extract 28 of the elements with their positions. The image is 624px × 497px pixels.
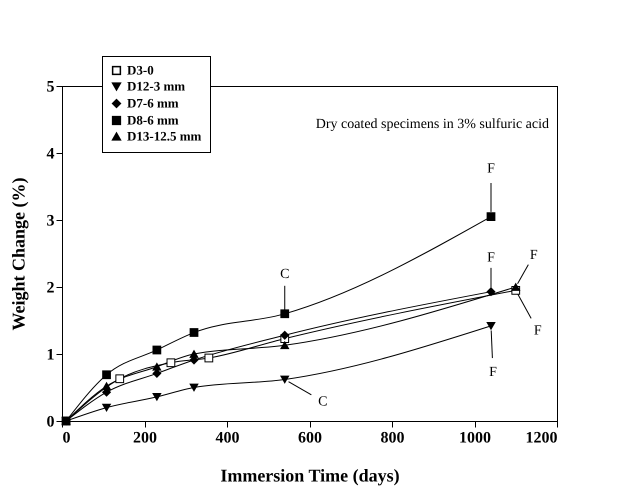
x-tick-label: 400 — [216, 430, 240, 446]
x-tick-label: 0 — [62, 430, 70, 446]
x-tick-label: 1200 — [526, 430, 558, 446]
annotation: F — [487, 250, 496, 266]
y-axis-title: Weight Change (%) — [8, 177, 28, 330]
legend-label: D8-6 mm — [127, 112, 179, 128]
y-tick-label: 3 — [46, 212, 54, 230]
annotation: F — [487, 162, 496, 177]
x-tick-label: 600 — [298, 430, 322, 446]
legend-label: D12-3 mm — [127, 78, 186, 94]
legend-label: D13-12.5 mm — [127, 128, 202, 144]
y-tick-label: 2 — [46, 280, 54, 296]
annotation: C — [280, 266, 290, 282]
y-tick-label: 1 — [46, 346, 54, 364]
legend-label: D7-6 mm — [127, 96, 179, 110]
legend-label: D3-0 — [127, 62, 154, 78]
annotation: F — [530, 248, 538, 263]
y-tick-label: 5 — [46, 78, 54, 96]
x-tick-label: 1000 — [459, 430, 491, 446]
y-tick-label: 0 — [46, 414, 54, 430]
annotation: F — [489, 364, 498, 380]
x-tick-label: 200 — [133, 430, 157, 446]
annotation: C — [318, 394, 328, 410]
annotation: F — [534, 323, 542, 338]
annotation: Dry coated specimens in 3% sulfuric acid — [316, 117, 549, 132]
x-axis-title: Immersion Time (days) — [220, 466, 400, 486]
x-tick-label: 800 — [380, 430, 404, 446]
y-tick-label: 4 — [46, 146, 54, 162]
